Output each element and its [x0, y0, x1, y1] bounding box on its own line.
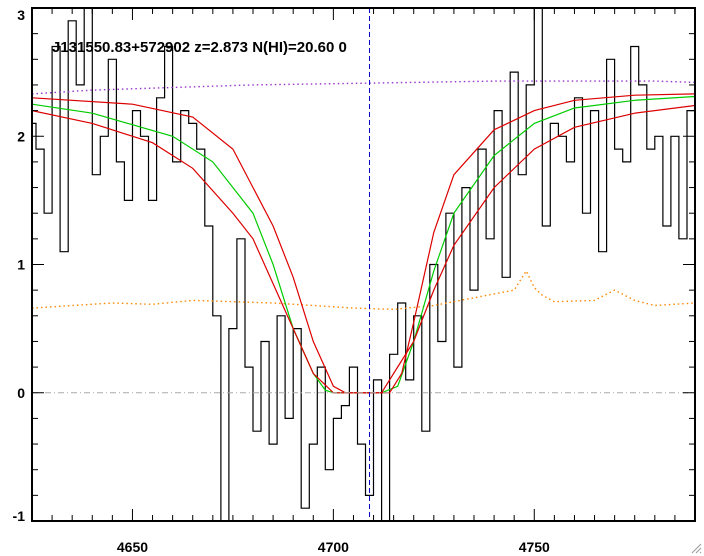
y-tick-label: 3: [17, 7, 25, 23]
series-model-fit: [32, 95, 695, 394]
series-model-lower: [32, 104, 695, 394]
resize-grip-icon[interactable]: [690, 542, 702, 554]
y-tick-label: 0: [17, 385, 25, 401]
series-continuum: [32, 80, 695, 95]
x-tick-label: 4750: [519, 539, 550, 555]
y-tick-label: 1: [17, 257, 25, 273]
axis-ticks: 4650 4700 4750 -1 0 1 2 3: [13, 7, 696, 555]
y-tick-label: 2: [17, 128, 25, 144]
chart-title: J131550.83+572902 z=2.873 N(HI)=20.60 0: [52, 39, 347, 56]
series-layer: [32, 8, 695, 521]
series-flux: [32, 8, 695, 521]
y-tick-label: -1: [13, 508, 26, 524]
reference-lines: [32, 8, 695, 521]
series-error: [32, 269, 695, 311]
series-model-upper: [32, 93, 695, 394]
x-tick-label: 4700: [318, 539, 349, 555]
x-tick-label: 4650: [117, 539, 148, 555]
